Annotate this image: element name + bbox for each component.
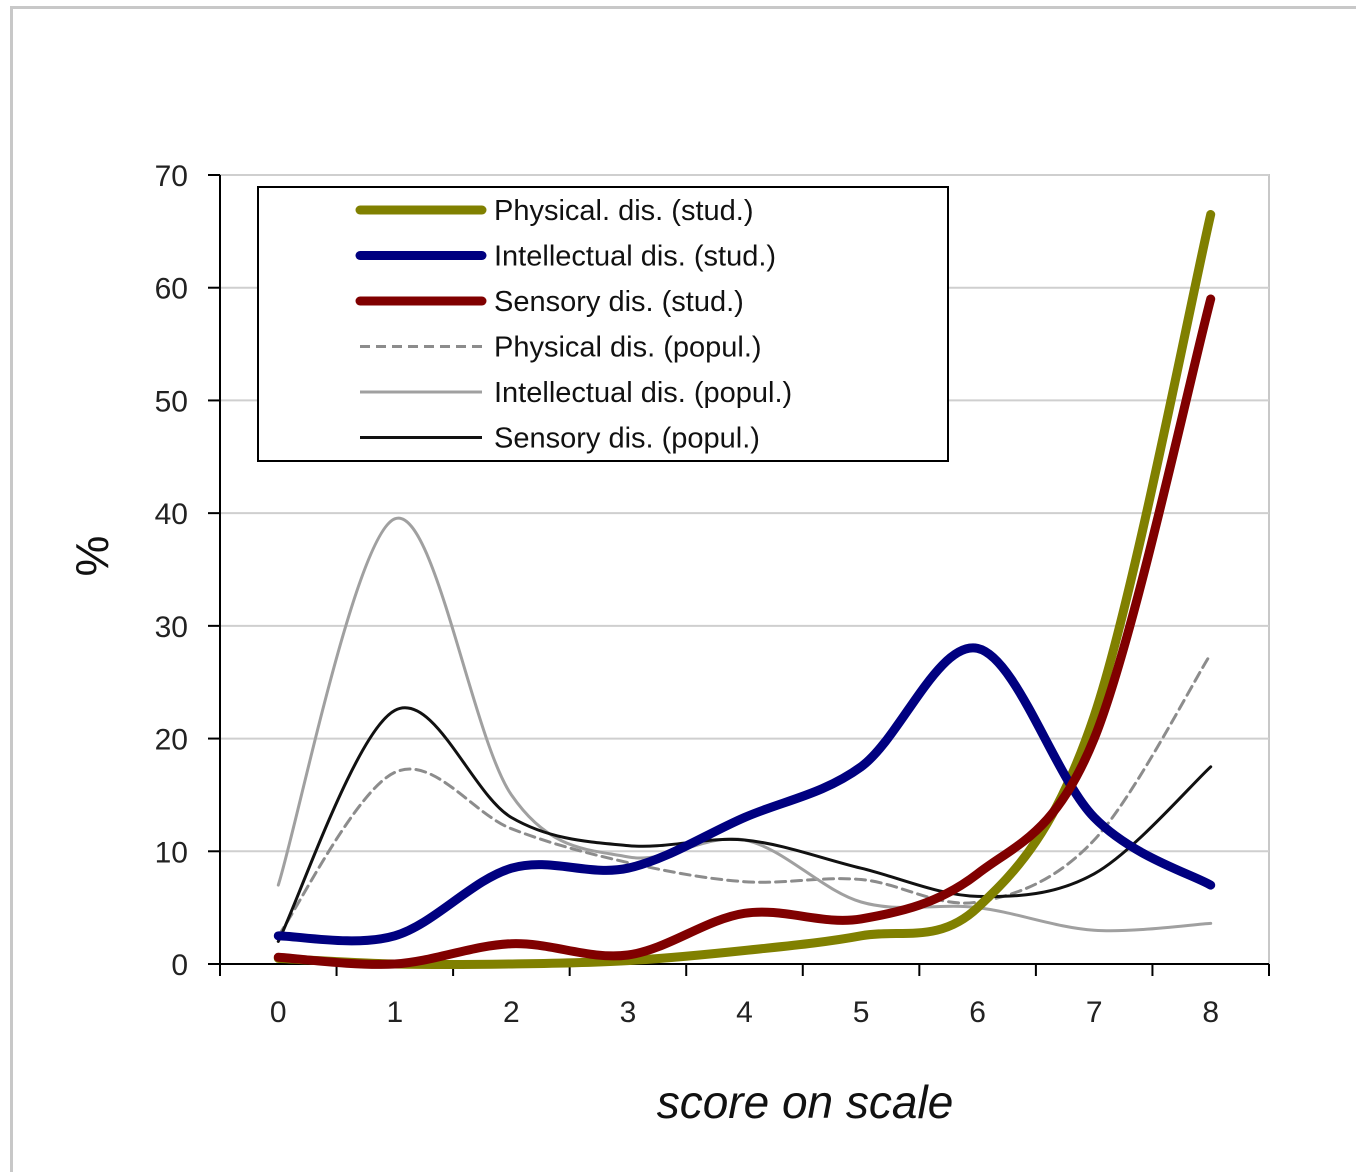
x-tick-label: 0 [270, 996, 287, 1029]
y-tick-label: 60 [155, 273, 188, 306]
series-line-4 [276, 652, 1213, 938]
x-tick-label: 6 [969, 996, 986, 1029]
legend-box [257, 186, 949, 462]
y-tick-label: 0 [171, 949, 188, 982]
y-tick-label: 20 [155, 724, 188, 757]
tick-labels: 0 10 20 30 40 50 60 70 0 1 2 3 4 5 6 7 8 [155, 160, 1219, 1029]
y-axis-title: % [66, 536, 118, 577]
x-tick-label: 7 [1086, 996, 1103, 1029]
y-tick-label: 70 [155, 160, 188, 193]
legend-label: Physical. dis. (stud.) [494, 195, 753, 227]
legend-label: Intellectual dis. (popul.) [494, 377, 792, 409]
x-tick-label: 1 [386, 996, 403, 1029]
y-tick-label: 40 [155, 498, 188, 531]
series-line-3 [273, 294, 1216, 969]
series-lines [273, 210, 1216, 970]
legend: Physical. dis. (stud.) Intellectual dis. … [257, 186, 949, 462]
legend-label: Intellectual dis. (stud.) [494, 241, 776, 273]
x-tick-label: 4 [736, 996, 753, 1029]
y-tick-label: 10 [155, 836, 188, 869]
series-line-2 [273, 643, 1216, 946]
x-axis-title: score on scale [657, 1076, 954, 1128]
x-tick-label: 3 [620, 996, 637, 1029]
legend-label: Physical dis. (popul.) [494, 332, 762, 364]
x-tick-label: 8 [1202, 996, 1219, 1029]
y-tick-label: 30 [155, 611, 188, 644]
y-tick-label: 50 [155, 385, 188, 418]
legend-label: Sensory dis. (popul.) [494, 423, 760, 455]
legend-label: Sensory dis. (stud.) [494, 286, 744, 318]
series-line-1 [273, 210, 1216, 970]
series-line-6 [276, 706, 1213, 943]
x-tick-label: 5 [853, 996, 870, 1029]
x-tick-label: 2 [503, 996, 520, 1029]
